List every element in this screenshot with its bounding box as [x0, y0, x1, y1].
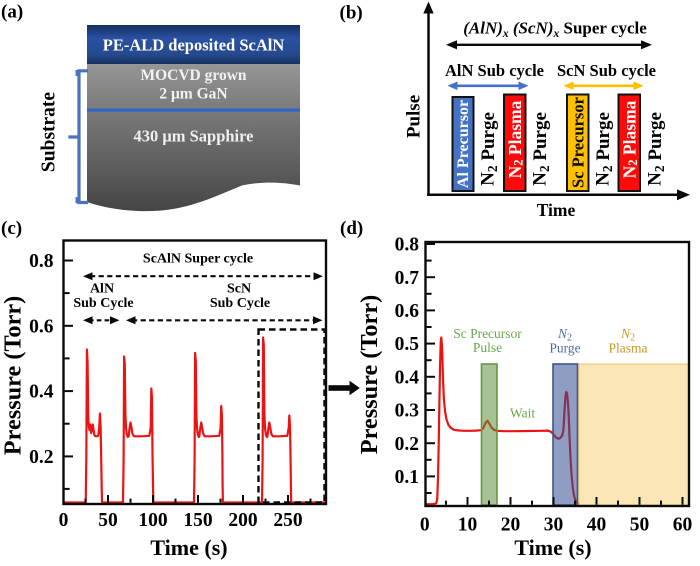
- svg-text:0.2: 0.2: [395, 434, 419, 455]
- svg-text:0.8: 0.8: [29, 251, 54, 272]
- svg-text:200: 200: [228, 510, 257, 531]
- svg-text:Sc Precursor: Sc Precursor: [568, 97, 587, 188]
- svg-text:0.4: 0.4: [29, 382, 54, 403]
- svg-text:Time (s): Time (s): [150, 535, 227, 560]
- svg-text:0.7: 0.7: [395, 268, 420, 289]
- svg-text:10: 10: [458, 515, 478, 536]
- svg-text:0.4: 0.4: [395, 367, 420, 388]
- svg-text:N2 Purge: N2 Purge: [645, 112, 667, 186]
- svg-text:30: 30: [544, 515, 564, 536]
- svg-text:40: 40: [587, 515, 607, 536]
- svg-text:(c): (c): [1, 218, 22, 239]
- svg-text:(a): (a): [1, 2, 23, 23]
- svg-text:250: 250: [273, 510, 302, 531]
- svg-text:Pulse: Pulse: [473, 340, 502, 355]
- svg-text:Pressure (Torr): Pressure (Torr): [0, 296, 27, 455]
- svg-text:0.6: 0.6: [395, 301, 420, 322]
- svg-text:0.8: 0.8: [395, 235, 420, 256]
- svg-text:0: 0: [59, 510, 69, 531]
- svg-text:Purge: Purge: [549, 341, 580, 356]
- svg-text:0.1: 0.1: [395, 467, 419, 488]
- svg-text:AlN Sub cycle: AlN Sub cycle: [445, 61, 544, 80]
- svg-text:(d): (d): [340, 218, 363, 239]
- svg-text:Pressure (Torr): Pressure (Torr): [356, 295, 383, 454]
- svg-text:N2 Purge: N2 Purge: [478, 112, 500, 186]
- svg-text:Pulse: Pulse: [404, 95, 425, 138]
- svg-text:Sub Cycle: Sub Cycle: [73, 296, 133, 311]
- svg-text:ScN Sub cycle: ScN Sub cycle: [557, 61, 656, 80]
- svg-text:0.6: 0.6: [29, 316, 54, 337]
- svg-text:ScN: ScN: [227, 282, 251, 297]
- svg-text:Wait: Wait: [510, 406, 535, 421]
- svg-text:N2 Purge: N2 Purge: [530, 112, 552, 186]
- svg-text:150: 150: [183, 510, 212, 531]
- svg-text:Time (s): Time (s): [514, 535, 591, 560]
- svg-text:0: 0: [420, 515, 430, 536]
- svg-text:100: 100: [138, 510, 167, 531]
- svg-text:Plasma: Plasma: [609, 341, 648, 356]
- svg-text:Sc Precursor: Sc Precursor: [453, 326, 522, 341]
- svg-text:0.5: 0.5: [395, 334, 420, 355]
- svg-text:MOCVD grown: MOCVD grown: [140, 67, 246, 84]
- svg-text:0.2: 0.2: [29, 447, 53, 468]
- svg-text:ScAlN Super cycle: ScAlN Super cycle: [143, 252, 253, 267]
- svg-text:50: 50: [630, 515, 650, 536]
- svg-text:Al Precursor: Al Precursor: [455, 100, 472, 188]
- svg-text:N2 Plasma: N2 Plasma: [619, 100, 640, 178]
- svg-text:50: 50: [98, 510, 118, 531]
- svg-text:0.3: 0.3: [395, 401, 420, 422]
- svg-text:N2: N2: [557, 326, 572, 344]
- svg-text:Time: Time: [537, 200, 576, 220]
- svg-text:20: 20: [501, 515, 521, 536]
- svg-text:(AlN)x (ScN)x Super cycle: (AlN)x (ScN)x Super cycle: [463, 19, 647, 41]
- svg-text:60: 60: [673, 515, 693, 536]
- svg-text:Sub Cycle: Sub Cycle: [210, 296, 270, 311]
- svg-text:AlN: AlN: [90, 282, 114, 297]
- svg-text:(b): (b): [340, 3, 363, 24]
- svg-text:N2: N2: [620, 326, 635, 344]
- svg-text:N2 Plasma: N2 Plasma: [505, 100, 526, 178]
- svg-text:2 μm GaN: 2 μm GaN: [159, 86, 227, 103]
- svg-text:PE-ALD deposited ScAlN: PE-ALD deposited ScAlN: [103, 36, 285, 55]
- svg-text:430 μm Sapphire: 430 μm Sapphire: [134, 127, 254, 146]
- svg-text:Substrate: Substrate: [39, 92, 60, 173]
- svg-text:N2 Purge: N2 Purge: [593, 112, 615, 186]
